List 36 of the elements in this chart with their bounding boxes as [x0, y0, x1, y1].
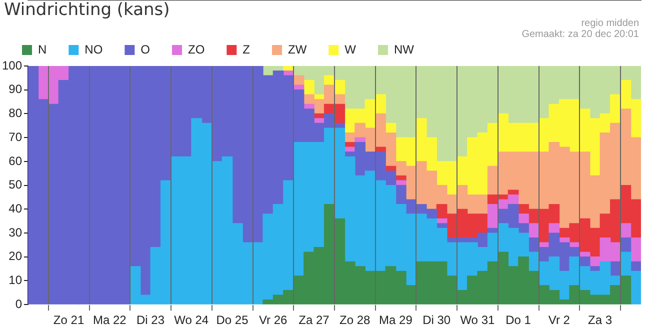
y-tick-label: 30 — [8, 225, 22, 240]
legend-label: N — [38, 42, 47, 56]
y-tick-label: 70 — [8, 130, 22, 144]
x-tick-label: Di 30 — [422, 313, 451, 328]
x-tick-label: Vr 2 — [548, 313, 570, 328]
x-tick-label: Vr 26 — [258, 313, 288, 328]
x-tick-label: Za 3 — [588, 313, 612, 328]
x-tick-label: Ma 22 — [92, 313, 127, 328]
y-tick-label: 10 — [8, 273, 22, 288]
x-tick-label: Do 25 — [216, 313, 249, 328]
x-tick-label: Do 1 — [506, 313, 532, 328]
y-tick-label: 20 — [8, 249, 22, 264]
x-tick-label: Zo 28 — [339, 313, 371, 328]
legend-label: NO — [84, 42, 103, 56]
legend-label: Z — [242, 42, 250, 56]
y-tick-label: 100 — [2, 58, 22, 72]
legend-label: ZW — [288, 42, 308, 56]
y-tick-label: 80 — [8, 106, 22, 120]
y-tick-label: 50 — [8, 178, 22, 192]
legend-label: W — [344, 42, 357, 56]
x-tick-label: Ma 29 — [379, 313, 413, 328]
x-tick-label: Wo 31 — [460, 313, 495, 328]
y-tick-label: 0 — [15, 296, 22, 311]
x-tick-label: Zo 21 — [53, 313, 84, 328]
legend-label: NW — [394, 42, 415, 56]
chart-title: Windrichting (kans) — [4, 0, 170, 20]
legend-label: ZO — [188, 42, 205, 56]
y-tick-label: 60 — [8, 154, 22, 168]
x-tick-label: Za 27 — [298, 313, 330, 328]
text: Gemaakt: za 20 dec 20:01 — [522, 29, 639, 40]
x-tick-label: Di 23 — [136, 313, 165, 328]
x-tick-label: Wo 24 — [174, 313, 209, 328]
y-tick-label: 40 — [8, 201, 22, 216]
y-tick-label: 90 — [8, 82, 22, 96]
legend-label: O — [140, 42, 150, 56]
text: regio midden — [580, 18, 639, 29]
